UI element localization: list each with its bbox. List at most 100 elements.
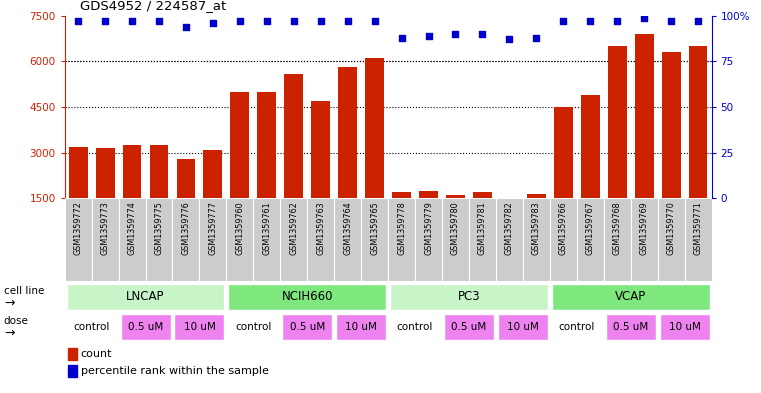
Text: GSM1359760: GSM1359760 xyxy=(235,201,244,255)
Bar xyxy=(392,192,411,244)
Bar xyxy=(419,191,438,244)
Text: GDS4952 / 224587_at: GDS4952 / 224587_at xyxy=(80,0,226,12)
Text: LNCAP: LNCAP xyxy=(126,290,165,303)
Bar xyxy=(603,198,631,281)
Text: 0.5 uM: 0.5 uM xyxy=(128,322,163,332)
Point xyxy=(665,18,677,24)
Bar xyxy=(227,198,253,281)
Text: GSM1359766: GSM1359766 xyxy=(559,201,568,255)
Bar xyxy=(173,198,199,281)
Text: GSM1359780: GSM1359780 xyxy=(451,201,460,255)
Text: control: control xyxy=(397,322,433,332)
Bar xyxy=(552,314,602,340)
Bar xyxy=(253,198,280,281)
Bar xyxy=(660,314,709,340)
Bar xyxy=(496,198,523,281)
Bar xyxy=(552,284,709,310)
Point xyxy=(153,18,165,24)
Text: GSM1359775: GSM1359775 xyxy=(154,201,164,255)
Point xyxy=(557,18,569,24)
Bar xyxy=(231,92,250,244)
Bar xyxy=(577,198,603,281)
Text: 10 uM: 10 uM xyxy=(669,322,701,332)
Bar xyxy=(91,198,119,281)
Point xyxy=(288,18,300,24)
Point xyxy=(342,18,354,24)
Text: cell line: cell line xyxy=(4,286,44,296)
Bar xyxy=(631,198,658,281)
Bar xyxy=(282,314,333,340)
Text: dose: dose xyxy=(4,316,29,326)
Bar xyxy=(177,159,196,244)
Bar xyxy=(390,314,440,340)
Bar xyxy=(444,314,494,340)
Point xyxy=(314,18,326,24)
Text: control: control xyxy=(235,322,272,332)
Bar xyxy=(689,46,708,244)
Bar xyxy=(68,365,77,377)
Bar xyxy=(500,198,519,244)
Bar xyxy=(635,34,654,244)
Bar xyxy=(257,92,276,244)
Bar xyxy=(473,192,492,244)
Bar xyxy=(150,145,168,244)
Text: GSM1359781: GSM1359781 xyxy=(478,201,487,255)
Bar xyxy=(498,314,548,340)
Text: GSM1359761: GSM1359761 xyxy=(263,201,272,255)
Text: GSM1359778: GSM1359778 xyxy=(397,201,406,255)
Text: GSM1359768: GSM1359768 xyxy=(613,201,622,255)
Bar xyxy=(685,198,712,281)
Text: GSM1359772: GSM1359772 xyxy=(74,201,83,255)
Bar xyxy=(228,284,386,310)
Text: GSM1359777: GSM1359777 xyxy=(209,201,218,255)
Bar xyxy=(661,52,680,244)
Bar xyxy=(65,198,91,281)
Point xyxy=(368,18,380,24)
Text: GSM1359773: GSM1359773 xyxy=(100,201,110,255)
Text: GSM1359771: GSM1359771 xyxy=(693,201,702,255)
Point xyxy=(692,18,704,24)
Bar xyxy=(67,314,116,340)
Text: PC3: PC3 xyxy=(457,290,480,303)
Bar xyxy=(608,46,626,244)
Bar xyxy=(606,314,656,340)
Text: percentile rank within the sample: percentile rank within the sample xyxy=(81,366,269,376)
Bar xyxy=(285,73,303,244)
Bar xyxy=(68,349,77,360)
Text: GSM1359770: GSM1359770 xyxy=(667,201,676,255)
Bar xyxy=(119,198,145,281)
Text: GSM1359783: GSM1359783 xyxy=(532,201,541,255)
Bar xyxy=(527,194,546,244)
Text: GSM1359765: GSM1359765 xyxy=(370,201,379,255)
Text: 0.5 uM: 0.5 uM xyxy=(451,322,486,332)
Bar xyxy=(145,198,173,281)
Bar xyxy=(228,314,279,340)
Text: GSM1359764: GSM1359764 xyxy=(343,201,352,255)
Text: GSM1359779: GSM1359779 xyxy=(424,201,433,255)
Point xyxy=(99,18,111,24)
Text: GSM1359762: GSM1359762 xyxy=(289,201,298,255)
Bar xyxy=(554,107,573,244)
Point xyxy=(396,35,408,41)
Text: 10 uM: 10 uM xyxy=(183,322,215,332)
Point xyxy=(72,18,84,24)
Bar xyxy=(174,314,224,340)
Bar xyxy=(199,198,227,281)
Point xyxy=(422,33,435,39)
Bar xyxy=(365,58,384,244)
Point xyxy=(450,31,462,37)
Text: →: → xyxy=(4,327,14,340)
Bar xyxy=(123,145,142,244)
Text: VCAP: VCAP xyxy=(615,290,646,303)
Bar xyxy=(336,314,386,340)
Bar xyxy=(120,314,170,340)
Bar xyxy=(280,198,307,281)
Text: 10 uM: 10 uM xyxy=(507,322,539,332)
Bar xyxy=(415,198,442,281)
Bar xyxy=(334,198,361,281)
Bar xyxy=(390,284,548,310)
Point xyxy=(180,24,192,30)
Bar xyxy=(658,198,685,281)
Text: NCIH660: NCIH660 xyxy=(282,290,333,303)
Text: count: count xyxy=(81,349,112,360)
